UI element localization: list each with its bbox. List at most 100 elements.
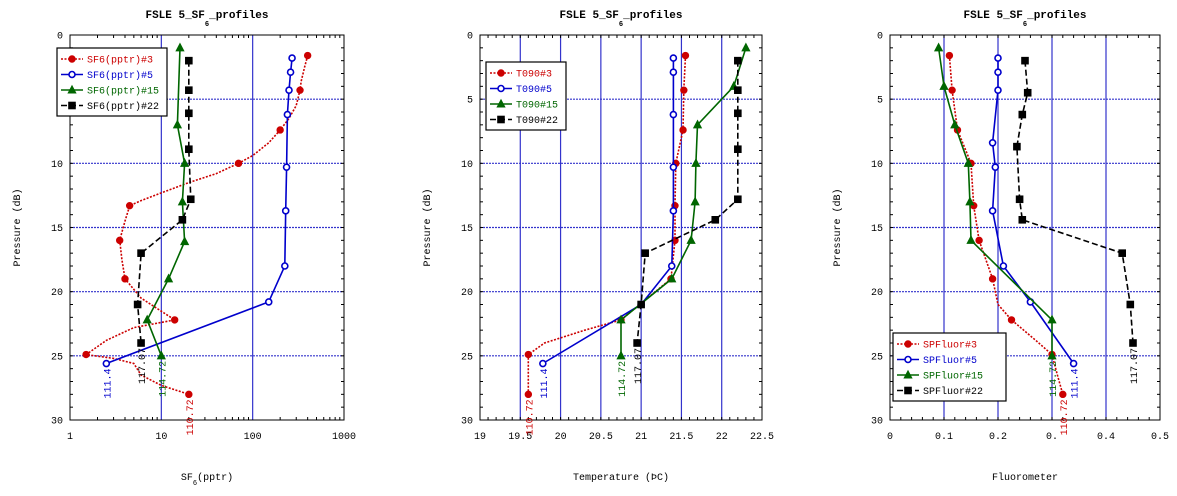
data-point <box>988 275 997 283</box>
series-end-label: 111.4 <box>103 369 114 399</box>
series-end-label: 114.72 <box>618 361 629 397</box>
data-point <box>121 275 129 283</box>
x-tick-label: 1 <box>67 432 73 443</box>
data-point <box>994 68 1002 77</box>
data-point <box>734 56 742 65</box>
minor-ticks <box>479 34 763 421</box>
data-point <box>170 316 179 324</box>
x-tick-label: 0 <box>887 432 893 443</box>
y-tick-label: 15 <box>461 224 473 235</box>
y-tick-label: 25 <box>461 352 473 363</box>
series-line <box>937 47 1053 356</box>
series-end-label: 117.07 <box>1130 348 1141 384</box>
series-2: 111.4 <box>102 54 296 399</box>
x-axis-label-sub: 6 <box>193 480 197 488</box>
legend-item-label: SF6(pptr)#22 <box>87 101 159 113</box>
data-point <box>1059 390 1067 399</box>
x-tick-label: 0.1 <box>935 432 953 443</box>
y-tick-label: 20 <box>51 288 63 299</box>
legend-item-label: T090#15 <box>516 101 558 112</box>
data-point <box>939 81 949 90</box>
legend-item-label: SPFluor#15 <box>923 371 983 383</box>
x-tick-label: 0. <box>1046 432 1058 443</box>
data-point <box>1047 350 1057 360</box>
y-tick-label: 10 <box>51 160 63 171</box>
data-point <box>681 51 690 60</box>
data-point <box>264 298 273 306</box>
chart-title-part: FSLE 5_SF <box>559 10 618 22</box>
data-point <box>988 139 997 147</box>
data-point <box>1069 359 1078 368</box>
data-point <box>285 86 293 94</box>
data-point <box>741 42 751 52</box>
x-tick-label: 0.2 <box>989 432 1007 443</box>
data-point <box>734 109 742 118</box>
legend-marker <box>68 101 76 110</box>
y-tick-label: 5 <box>467 96 473 107</box>
data-point <box>637 300 645 309</box>
y-tick-label: 5 <box>877 96 883 107</box>
data-point <box>966 235 976 244</box>
data-point <box>115 236 124 245</box>
data-point <box>1015 195 1024 204</box>
y-tick-label: 25 <box>51 352 63 363</box>
legend-marker <box>904 340 912 348</box>
legend-item-label: SF6(pptr)#15 <box>87 86 159 98</box>
data-point <box>539 359 547 368</box>
series-line <box>542 58 675 365</box>
data-point <box>950 119 960 129</box>
x-tick-label: 22.5 <box>750 432 774 443</box>
chart-title-part: _profiles <box>622 10 682 22</box>
x-axis-label: Temperature (ÞC) <box>573 472 669 484</box>
data-point <box>667 273 677 283</box>
data-point <box>686 235 696 244</box>
legend-marker <box>497 84 505 93</box>
chart-title: FSLE 5_SF6_profiles <box>145 10 268 29</box>
x-axis-label-part: Fluorometer <box>992 472 1058 484</box>
data-point <box>616 314 626 324</box>
x-tick-label: 22 <box>716 432 728 443</box>
legend: SF6(pptr)#3 SF6(pptr)#5 SF6(pptr)#15 SF6(pp… <box>56 47 168 117</box>
legend-marker <box>68 55 76 63</box>
data-point <box>177 196 188 206</box>
data-point <box>1047 314 1057 324</box>
data-point <box>1021 56 1029 65</box>
series-3: 114.72 <box>933 42 1060 397</box>
data-point <box>669 110 678 119</box>
data-point <box>734 86 742 94</box>
x-tick-label: 21 <box>635 432 647 443</box>
data-point <box>633 339 641 347</box>
series-end-label: 117.07 <box>634 348 645 384</box>
legend-item-label: SPFluor#5 <box>923 355 977 367</box>
data-point <box>286 68 295 77</box>
x-tick-label: 20.5 <box>589 432 613 443</box>
data-point <box>948 86 956 94</box>
data-point <box>692 119 703 129</box>
legend-marker <box>497 115 505 124</box>
legend-item-label: T090#22 <box>516 116 558 127</box>
chart-title-sub: 6 <box>619 21 623 29</box>
y-tick-label: 20 <box>461 288 473 299</box>
data-point <box>1126 300 1135 309</box>
data-point <box>137 249 145 257</box>
series-4: 117.07 <box>1013 56 1141 384</box>
data-point <box>616 350 626 360</box>
data-point <box>296 86 304 94</box>
data-point <box>185 390 193 399</box>
data-point <box>1007 316 1016 324</box>
chart-title: FSLE 5_SF6_profiles <box>559 10 682 29</box>
x-tick-label: 0.4 <box>1097 432 1115 443</box>
legend-marker <box>904 386 912 395</box>
data-point <box>180 236 190 246</box>
chart-panel-1: 1101001000051015202530FSLE 5_SF6_profile… <box>12 10 356 488</box>
data-point <box>1013 142 1021 151</box>
data-point <box>180 158 190 167</box>
series-end-label: 110.72 <box>1060 399 1071 435</box>
y-axis-label: Pressure (dB) <box>12 188 24 266</box>
data-point <box>933 42 944 52</box>
data-point <box>994 86 1002 94</box>
series-end-label: 114.72 <box>1049 361 1060 397</box>
series-end-label: 110.72 <box>186 399 197 435</box>
chart-title-part: _profiles <box>208 10 268 22</box>
data-point <box>82 350 90 359</box>
